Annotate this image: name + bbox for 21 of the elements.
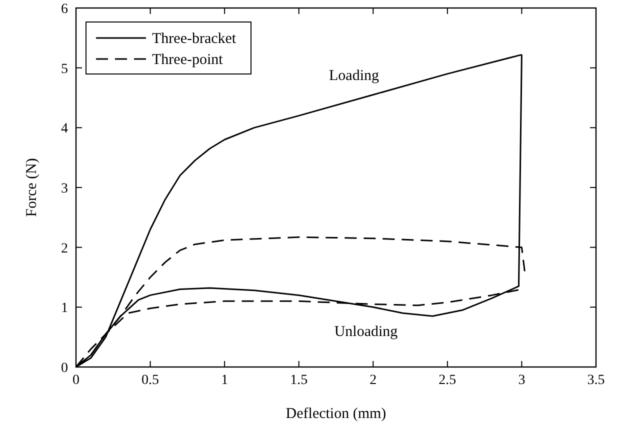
legend-label: Three-bracket [152, 31, 237, 47]
x-axis-title: Deflection (mm) [286, 406, 386, 422]
x-tick-label: 3 [518, 373, 526, 388]
x-tick-label: 1 [221, 373, 228, 388]
legend-label: Three-point [152, 52, 224, 68]
x-tick-label: 2.5 [438, 373, 456, 388]
annotation: Unloading [334, 324, 398, 340]
y-tick-label: 3 [61, 182, 68, 196]
x-tick-label: 0 [72, 373, 80, 388]
y-tick-label: 5 [61, 62, 68, 77]
y-tick-label: 1 [61, 301, 68, 316]
y-axis-title: Force (N) [24, 158, 40, 217]
annotation: Loading [329, 68, 380, 84]
x-tick-label: 2 [370, 373, 377, 388]
y-tick-label: 6 [61, 2, 68, 17]
y-tick-label: 2 [61, 241, 68, 256]
x-tick-label: 1.5 [290, 373, 308, 388]
y-tick-label: 0 [61, 361, 68, 376]
x-tick-label: 3.5 [587, 373, 605, 388]
y-tick-label: 4 [61, 122, 68, 137]
x-tick-label: 0.5 [142, 373, 160, 388]
